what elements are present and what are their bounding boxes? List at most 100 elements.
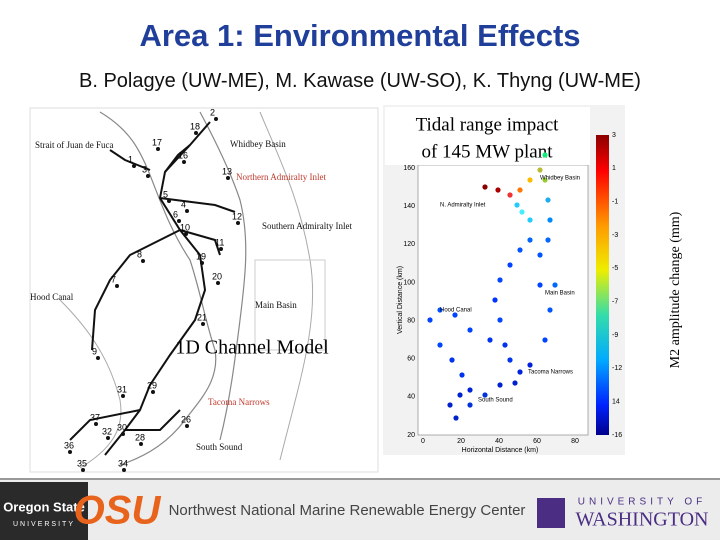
node (200, 261, 204, 265)
channel-dot (517, 187, 523, 193)
channel-dot (527, 362, 533, 368)
y-tick-label: 40 (407, 394, 415, 401)
plot-place-label: Whidbey Basin (540, 176, 580, 182)
channel-dot (492, 297, 498, 303)
node (139, 442, 143, 446)
channel-dot (459, 372, 465, 378)
node-label: 5 (163, 189, 168, 199)
plot-caption: of 145 MW plant (421, 141, 553, 162)
node-label: 17 (152, 137, 162, 147)
y-tick-label: 120 (403, 241, 415, 248)
node-label: 3 (142, 164, 147, 174)
colorbar-tick-label: -1 (612, 199, 618, 206)
colorbar-tick-label: -3 (612, 232, 618, 239)
channel-dot (497, 277, 503, 283)
colorbar-tick-label: -9 (612, 332, 618, 339)
channel-dot (452, 312, 458, 318)
footer-center: Northwest National Marine Renewable Ener… (169, 502, 526, 519)
channel-dot (482, 392, 488, 398)
node (121, 432, 125, 436)
subtitle: B. Polagye (UW-ME), M. Kawase (UW-SO), K… (79, 70, 641, 92)
colorbar-tick-label: 14 (612, 399, 620, 406)
node (121, 394, 125, 398)
node (219, 247, 223, 251)
node (96, 356, 100, 360)
y-tick-label: 140 (403, 203, 415, 210)
node-label: 21 (197, 312, 207, 322)
channel-dot (497, 317, 503, 323)
node (68, 450, 72, 454)
node (151, 390, 155, 394)
place-label: Southern Admiralty Inlet (262, 221, 352, 231)
uw-top: UNIVERSITY OF (578, 497, 707, 508)
node (132, 164, 136, 168)
node-label: 10 (180, 222, 190, 232)
osu-name: Oregon State (3, 499, 85, 514)
node-label: 28 (135, 432, 145, 442)
node (184, 232, 188, 236)
plot-place-label: South Sound (478, 398, 513, 404)
map-caption: 1D Channel Model (175, 337, 329, 359)
node (156, 147, 160, 151)
node (81, 468, 85, 472)
osu-logo: OSU (74, 489, 162, 533)
place-label: Whidbey Basin (230, 139, 286, 149)
node (194, 131, 198, 135)
channel-link (109, 149, 151, 171)
node (115, 284, 119, 288)
plot-caption: Tidal range impact (416, 114, 560, 135)
coastline (59, 299, 122, 469)
channel-dot (497, 382, 503, 388)
colorbar-tick-label: -5 (612, 265, 618, 272)
node-label: 8 (137, 249, 142, 259)
caption-box (385, 107, 590, 165)
node (201, 322, 205, 326)
node-label: 18 (190, 121, 200, 131)
node-label: 2 (210, 107, 215, 117)
node (236, 221, 240, 225)
channel-dot (467, 387, 473, 393)
node-label: 20 (212, 271, 222, 281)
y-tick-label: 160 (403, 165, 415, 172)
node-label: 35 (77, 458, 87, 468)
title: Area 1: Environmental Effects (139, 18, 581, 53)
colorbar-tick-label: 3 (612, 132, 616, 139)
channel-dot (545, 197, 551, 203)
channel-dot (552, 282, 558, 288)
place-label: South Sound (196, 442, 243, 452)
channel-dot (517, 369, 523, 375)
node (167, 199, 171, 203)
y-tick-label: 100 (403, 279, 415, 286)
footer-rule (0, 478, 720, 480)
channel-dot (507, 357, 513, 363)
channel-dot (507, 192, 513, 198)
node-label: 7 (111, 274, 116, 284)
coastline (199, 111, 247, 441)
x-tick-label: 20 (457, 438, 465, 445)
uw-name: WASHINGTON (576, 509, 709, 531)
channel-link (159, 197, 236, 213)
plot-place-label: Tacoma Narrows (528, 370, 573, 376)
node-label: 4 (181, 199, 186, 209)
node-label: 36 (64, 440, 74, 450)
place-label: Tacoma Narrows (208, 397, 270, 407)
node-label: 30 (117, 422, 127, 432)
channel-dot (449, 357, 455, 363)
channel-dot (527, 177, 533, 183)
node-label: 6 (173, 209, 178, 219)
colorbar-label: M2 amplitude change (mm) (668, 211, 683, 368)
osu-name: UNIVERSITY (13, 521, 75, 528)
impact-plot: Tidal range impact of 145 MW plant Verti… (383, 105, 683, 455)
channel-dot (547, 307, 553, 313)
footer: Oregon State UNIVERSITY OSU Northwest Na… (0, 478, 720, 540)
channel-link (164, 144, 191, 173)
channel-dot (547, 217, 553, 223)
channel-link (179, 229, 221, 256)
y-tick-label: 60 (407, 356, 415, 363)
plot-axes (417, 164, 589, 436)
node (106, 436, 110, 440)
footer-band (0, 478, 720, 540)
colorbar-tick-label: -7 (612, 299, 618, 306)
colorbar-tick-label: -16 (612, 432, 622, 439)
